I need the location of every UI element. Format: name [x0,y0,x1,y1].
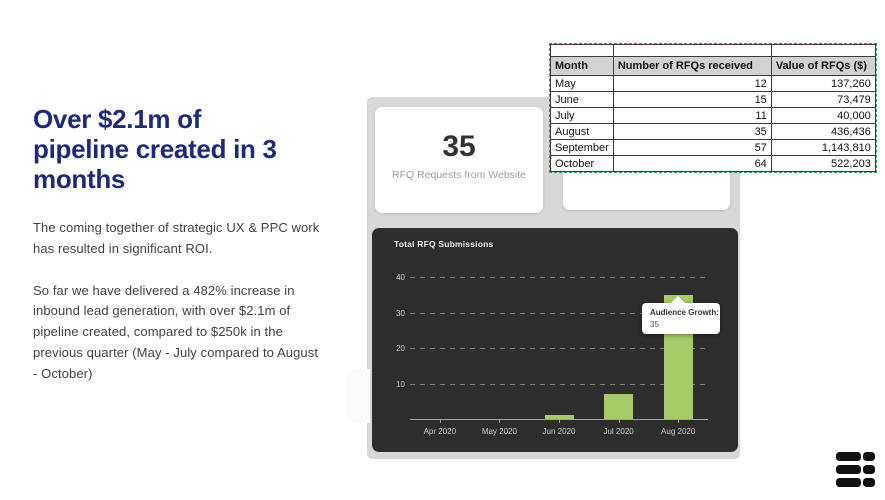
gridline [410,348,708,349]
cell: 12 [612,75,772,92]
page-title-line: pipeline created in 3 [33,134,277,164]
x-axis-label: May 2020 [481,427,517,436]
tooltip-value: 35 [650,320,659,329]
page-title: Over $2.1m of pipeline created in 3 mont… [33,104,353,194]
y-axis-label: 30 [396,308,405,318]
table-row: October 64 522,203 [550,155,876,172]
x-axis-tick [559,420,560,423]
gridline [410,277,708,278]
table-header-row: Month Number of RFQs received Value of RFQ… [550,56,876,76]
body-copy: The coming together of strategic UX & PP… [33,218,325,385]
x-axis-label: Jul 2020 [603,427,634,436]
cell [612,44,772,57]
page-title-line: Over $2.1m of [33,104,202,134]
cell: 57 [612,139,772,156]
cell [770,44,876,57]
gridline [410,312,708,314]
tooltip-arrow-icon [670,296,686,304]
cell: 73,479 [770,91,876,108]
chart-title: Total RFQ Submissions [394,239,494,249]
spreadsheet-table: Month Number of RFQs received Value of RFQ… [549,43,877,173]
cell: 137,260 [770,75,876,92]
cell: 35 [612,123,772,140]
cell: 436,436 [770,123,876,140]
x-axis-label: Aug 2020 [661,427,696,436]
cell: June [550,91,614,108]
x-axis-tick [618,420,620,423]
stat-value: 35 [442,129,476,163]
table-row: September 57 1,143,810 [550,139,876,156]
x-axis-label: Apr 2020 [423,427,457,436]
cell: 64 [612,155,772,172]
table-row: August 35 436,436 [550,123,876,140]
table-row: May 12 137,260 [550,75,876,92]
logo-bar-segment [836,478,861,487]
cell: October [550,155,614,172]
body-paragraph: The coming together of strategic UX & PP… [33,220,320,256]
bar-jul-2020[interactable] [604,394,634,419]
tooltip-title: Audience Growth: [650,308,719,317]
brand-logo [836,452,875,491]
logo-bar-segment [863,452,875,461]
x-axis-tick [678,420,680,423]
table-row: July 11 40,000 [550,107,876,124]
logo-bar [836,452,875,461]
side-tab [346,369,370,423]
cell: July [550,107,614,124]
y-axis-label: 20 [396,344,405,353]
x-axis-line [410,419,708,420]
column-header: Month [550,56,614,76]
cell: August [550,123,614,140]
cell: 15 [612,91,772,108]
cell: September [550,139,614,156]
cell: May [550,75,614,92]
bar-jun-2020[interactable] [544,415,574,419]
logo-bar-segment [863,478,875,487]
chart-tooltip: Audience Growth: 35 [642,296,720,334]
stat-card: 35 RFQ Requests from Website [375,107,543,213]
page-title-line: months [33,164,126,194]
column-header: Value of RFQs ($) [770,56,876,76]
logo-bar-segment [836,452,861,461]
x-axis-tick [499,420,501,423]
cell: 11 [612,107,772,124]
cell: 522,203 [770,155,876,172]
logo-bar [836,478,875,487]
intro-section: Over $2.1m of pipeline created in 3 mont… [33,104,353,406]
logo-bar [836,465,875,474]
x-axis-label: Jun 2020 [542,427,576,436]
gridline [410,383,708,385]
logo-bar-segment [836,465,861,474]
column-header: Number of RFQs received [612,56,772,76]
y-axis-label: 40 [396,273,405,282]
table-row: June 15 73,479 [550,91,876,108]
cell: 1,143,810 [770,139,876,156]
cell: 40,000 [770,107,876,124]
body-paragraph: So far we have delivered a 482% increase… [33,282,319,381]
logo-bar-segment [863,465,875,474]
chart-panel: Total RFQ Submissions 10 20 30 40 Apr 2020 Ma… [372,228,738,452]
cell [550,44,614,57]
x-axis-tick [439,420,441,423]
stat-label: RFQ Requests from Website [391,168,526,181]
y-axis-label: 10 [396,379,405,389]
spreadsheet-partial-row [550,44,876,57]
